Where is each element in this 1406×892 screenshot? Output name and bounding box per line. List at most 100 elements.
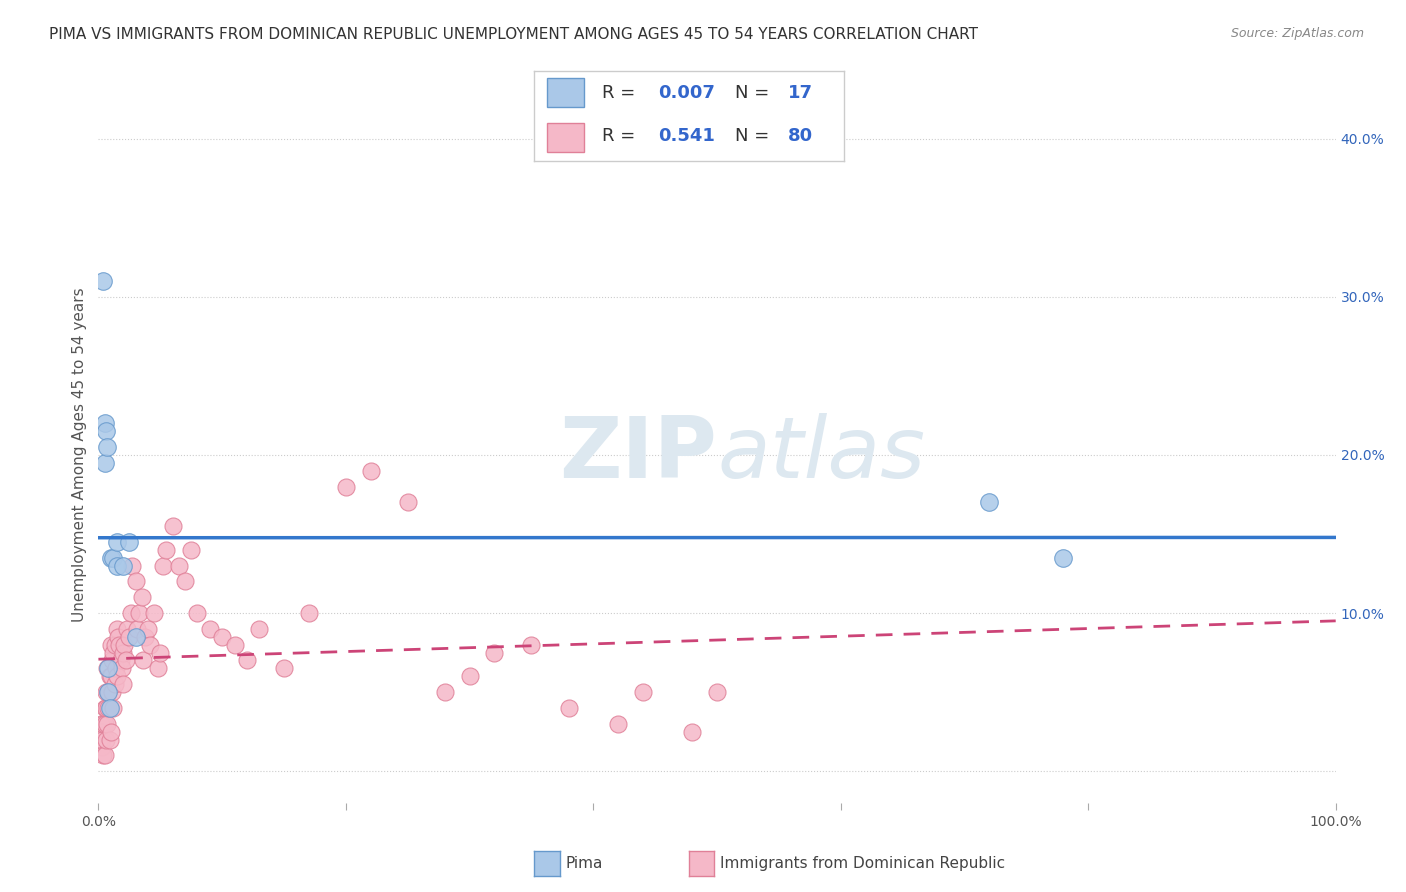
Point <box>112 558 135 573</box>
Point <box>97 661 120 675</box>
Point <box>132 653 155 667</box>
Point <box>118 630 141 644</box>
Point <box>108 638 131 652</box>
Point <box>90 716 112 731</box>
Point <box>93 456 115 470</box>
Point <box>100 638 122 652</box>
Text: R =: R = <box>602 84 641 102</box>
Point <box>96 716 118 731</box>
Point <box>103 701 125 715</box>
Point <box>706 685 728 699</box>
Point <box>100 669 122 683</box>
Text: Immigrants from Dominican Republic: Immigrants from Dominican Republic <box>720 856 1005 871</box>
Point <box>93 748 115 763</box>
Text: atlas: atlas <box>717 413 925 497</box>
Point <box>91 732 114 747</box>
Text: ZIP: ZIP <box>560 413 717 497</box>
Point <box>118 534 141 549</box>
Point <box>607 716 630 731</box>
Point <box>128 606 150 620</box>
Point <box>120 606 142 620</box>
Point <box>143 606 166 620</box>
Point <box>91 740 114 755</box>
Y-axis label: Unemployment Among Ages 45 to 54 years: Unemployment Among Ages 45 to 54 years <box>72 287 87 623</box>
Point <box>93 701 115 715</box>
Text: 0.541: 0.541 <box>658 127 714 145</box>
Point <box>146 661 169 675</box>
Point <box>396 495 419 509</box>
Point <box>520 638 543 652</box>
Point <box>557 701 579 715</box>
Point <box>124 574 146 589</box>
Point <box>103 646 125 660</box>
Text: 0.007: 0.007 <box>658 84 714 102</box>
Point <box>103 638 125 652</box>
Point <box>631 685 654 699</box>
Point <box>97 701 120 715</box>
Point <box>98 732 121 747</box>
Point <box>103 550 125 565</box>
Point <box>167 558 190 573</box>
Point <box>152 558 174 573</box>
Point <box>100 724 122 739</box>
Point <box>93 417 115 431</box>
Point <box>131 591 153 605</box>
Point <box>247 622 270 636</box>
Point <box>484 646 506 660</box>
Point <box>110 653 132 667</box>
Point <box>105 669 128 683</box>
Point <box>224 638 246 652</box>
Point <box>124 630 146 644</box>
Point <box>433 685 456 699</box>
Point <box>155 542 177 557</box>
Text: 80: 80 <box>787 127 813 145</box>
Point <box>273 661 295 675</box>
Text: Source: ZipAtlas.com: Source: ZipAtlas.com <box>1230 27 1364 40</box>
Point <box>94 732 117 747</box>
Point <box>186 606 208 620</box>
Point <box>236 653 259 667</box>
Point <box>101 653 124 667</box>
Point <box>93 716 115 731</box>
Point <box>1052 550 1074 565</box>
Text: N =: N = <box>735 84 775 102</box>
Point <box>104 661 127 675</box>
Point <box>94 701 117 715</box>
Point <box>94 685 117 699</box>
Point <box>105 534 128 549</box>
Point <box>111 661 134 675</box>
Point <box>112 646 135 660</box>
Text: PIMA VS IMMIGRANTS FROM DOMINICAN REPUBLIC UNEMPLOYMENT AMONG AGES 45 TO 54 YEAR: PIMA VS IMMIGRANTS FROM DOMINICAN REPUBL… <box>49 27 979 42</box>
Text: R =: R = <box>602 127 641 145</box>
Point <box>93 274 115 288</box>
Point <box>114 653 136 667</box>
Point <box>979 495 1001 509</box>
Point <box>103 677 125 691</box>
Point <box>96 661 118 675</box>
Point <box>112 677 135 691</box>
Text: 17: 17 <box>787 84 813 102</box>
Point <box>105 622 128 636</box>
Point <box>93 748 115 763</box>
Point <box>90 724 112 739</box>
Point <box>94 424 117 438</box>
Point <box>105 558 128 573</box>
Point <box>112 638 135 652</box>
Bar <box>547 78 583 107</box>
Point <box>335 479 357 493</box>
Point <box>162 519 184 533</box>
Point <box>180 542 202 557</box>
Point <box>681 724 703 739</box>
Point <box>298 606 321 620</box>
Text: Pima: Pima <box>565 856 603 871</box>
Point <box>121 558 143 573</box>
Point <box>97 685 120 699</box>
Text: N =: N = <box>735 127 775 145</box>
Point <box>139 638 162 652</box>
Point <box>100 550 122 565</box>
Point <box>96 440 118 454</box>
Point <box>125 622 148 636</box>
Point <box>174 574 197 589</box>
Point <box>211 630 233 644</box>
Point <box>198 622 221 636</box>
